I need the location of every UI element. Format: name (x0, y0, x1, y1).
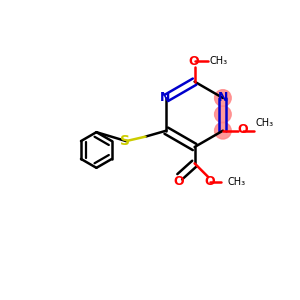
Circle shape (214, 122, 231, 139)
Text: S: S (120, 134, 130, 148)
Text: O: O (189, 55, 199, 68)
Text: CH₃: CH₃ (256, 118, 274, 128)
Circle shape (214, 90, 231, 106)
Text: CH₃: CH₃ (227, 177, 245, 187)
Circle shape (214, 106, 231, 123)
Text: O: O (173, 175, 184, 188)
Text: O: O (205, 175, 215, 188)
Text: N: N (218, 92, 228, 104)
Text: CH₃: CH₃ (209, 56, 228, 66)
Text: O: O (238, 123, 248, 136)
Text: N: N (160, 92, 170, 104)
